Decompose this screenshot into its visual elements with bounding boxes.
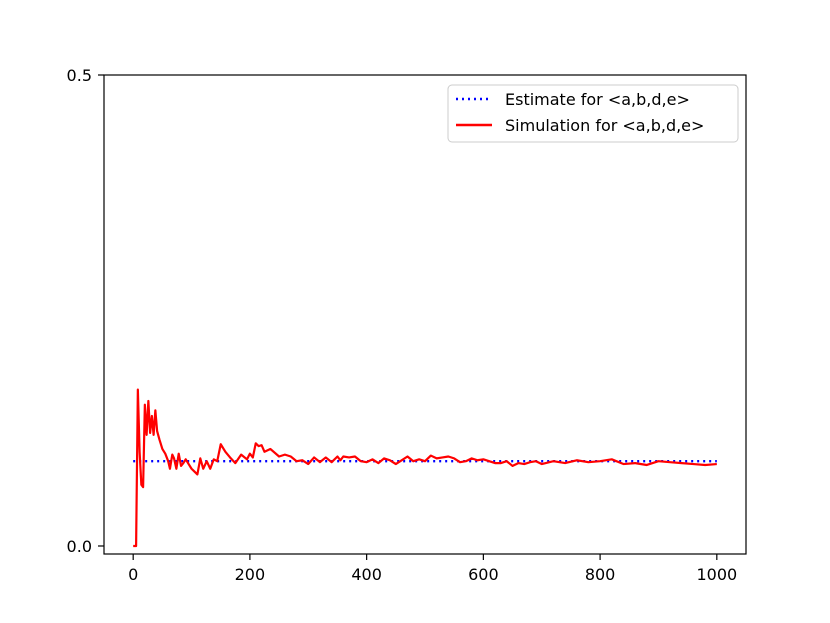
legend: Estimate for <a,b,d,e> Simulation for <a… bbox=[447, 84, 739, 143]
x-tick-label: 800 bbox=[585, 565, 616, 584]
x-tick-label: 1000 bbox=[696, 565, 737, 584]
y-axis-ticks: 0.0 0.5 bbox=[67, 66, 104, 556]
legend-label-simulation: Simulation for <a,b,d,e> bbox=[505, 116, 704, 135]
axes-frame bbox=[103, 74, 747, 555]
series-layer bbox=[133, 388, 717, 548]
y-tick-label: 0.0 bbox=[67, 537, 92, 556]
x-tick-label: 0 bbox=[128, 565, 138, 584]
x-tick-label: 400 bbox=[351, 565, 382, 584]
y-tick-label: 0.5 bbox=[67, 66, 92, 85]
x-axis-ticks: 0 200 400 600 800 1000 bbox=[128, 554, 737, 584]
legend-box bbox=[447, 84, 739, 143]
legend-label-estimate: Estimate for <a,b,d,e> bbox=[505, 90, 690, 109]
series-line-simulation bbox=[133, 388, 717, 548]
x-tick-label: 600 bbox=[468, 565, 499, 584]
x-tick-label: 200 bbox=[235, 565, 266, 584]
